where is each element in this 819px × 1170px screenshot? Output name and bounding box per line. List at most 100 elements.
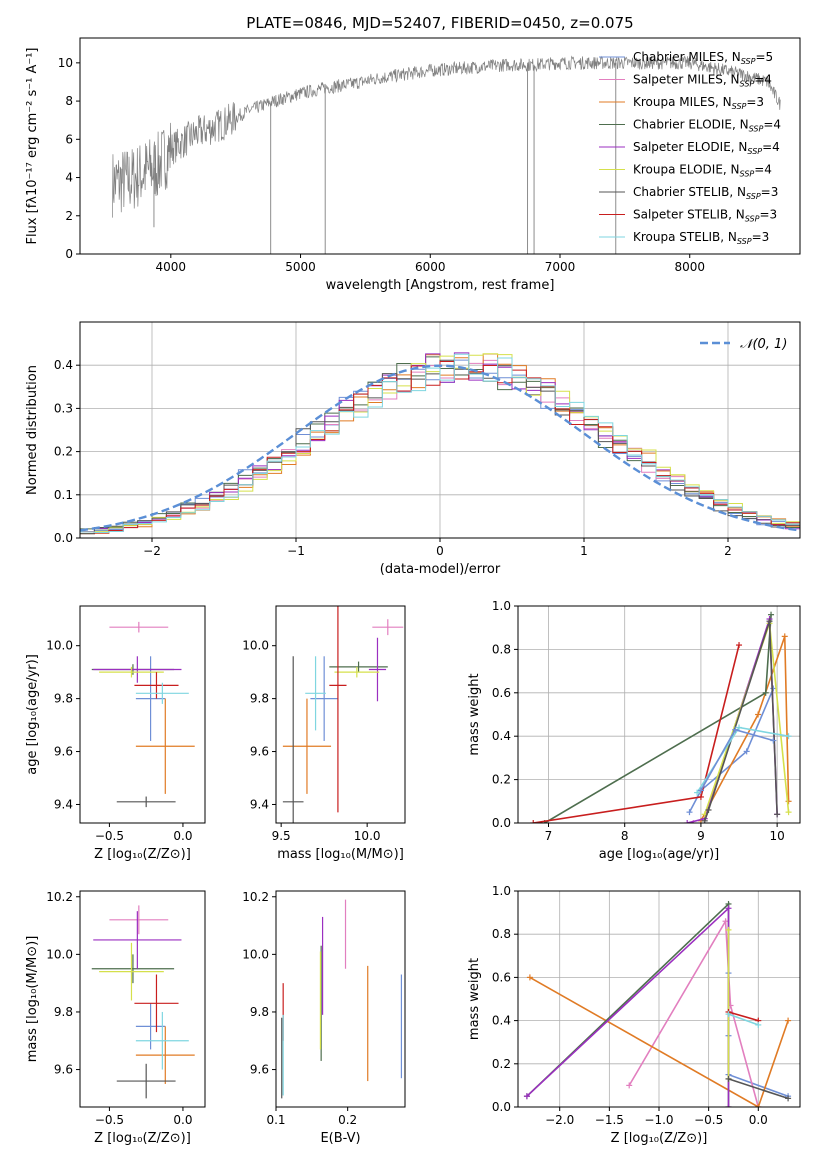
tick-label-x: −0.5 — [95, 829, 124, 843]
tick-label-x: −1 — [287, 544, 305, 558]
tick-label-x: 9 — [697, 829, 705, 843]
mass-weight-line — [728, 1013, 759, 1026]
tick-label-x: −2.0 — [545, 1113, 574, 1127]
axis-label-y: Normed distribution — [25, 365, 40, 495]
legend-subscript: SSP — [746, 192, 761, 201]
plot-area-spectrum — [112, 55, 781, 254]
tick-label-x: 10.0 — [354, 829, 381, 843]
legend-text: =4 — [762, 140, 780, 154]
tick-label-y: 9.8 — [250, 692, 269, 706]
panel-residuals: −2 −1 0 1 2 0.0 0.1 0.2 0.3 0.4 (data-model)/error… — [25, 321, 801, 577]
axis-label-x: wavelength [Angstrom, rest frame] — [326, 278, 555, 293]
axis-label-x: mass [log₁₀(M/M⊙)] — [277, 847, 404, 862]
tick-label-y: 0.2 — [492, 773, 511, 787]
legend-subscript: SSP — [745, 215, 760, 224]
axis-label-x: Z [log₁₀(Z/Z⊙)] — [94, 847, 191, 862]
tick-label-y: 0.4 — [492, 1014, 511, 1028]
axes-frame — [79, 321, 801, 539]
axes-frame — [275, 890, 406, 1108]
legend-text: =5 — [755, 50, 773, 64]
tick-label-y: 10.2 — [46, 890, 73, 904]
tick-label-x: 9.5 — [272, 829, 291, 843]
plot-area-mass_weight_vs_age — [530, 611, 792, 823]
tick-label-y: 0.4 — [492, 729, 511, 743]
panel-age_vs_Z: −0.5 0.0 9.4 9.6 9.8 10.0 Z [log₁₀(Z/Z⊙)] age [… — [25, 605, 206, 862]
tick-label-y: 0.1 — [54, 488, 73, 502]
tick-label-y: 0.0 — [54, 531, 73, 545]
tick-label-x: −2 — [143, 544, 161, 558]
axis-label-y: age [log₁₀(age/yr)] — [25, 654, 40, 775]
plot-area-residuals — [80, 352, 800, 535]
axis-label-x: (data-model)/error — [380, 562, 501, 577]
axes-frame — [79, 605, 206, 824]
tick-label-x: 0.0 — [173, 1113, 192, 1127]
legend-text: Kroupa MILES, N — [633, 95, 732, 109]
tick-label-x: 0.0 — [749, 1113, 768, 1127]
tick-label-x: 8000 — [674, 260, 705, 274]
tick-label-y: 10 — [58, 56, 73, 70]
axes-frame — [517, 605, 801, 824]
tick-label-y: 0.8 — [492, 927, 511, 941]
legend-entry: 𝒩(0, 1) — [740, 337, 787, 352]
legend-entry: Salpeter ELODIE, NSSP=4 — [633, 140, 780, 156]
tick-label-x: 8 — [621, 829, 629, 843]
tick-label-y: 9.8 — [54, 1005, 73, 1019]
legend-subscript: SSP — [747, 147, 762, 156]
plot-area-age_vs_Z — [91, 621, 195, 808]
tick-label-y: 10.0 — [242, 947, 269, 961]
tick-label-x: 0.1 — [266, 1113, 285, 1127]
legend-text: Chabrier STELIB, N — [633, 185, 746, 199]
plot-area-age_vs_mass — [282, 606, 404, 823]
tick-label-y: 0.0 — [492, 816, 511, 830]
tick-label-x: −0.5 — [95, 1113, 124, 1127]
legend-text: =3 — [759, 208, 777, 222]
tick-label-y: 0.0 — [492, 1100, 511, 1114]
axis-label-x: Z [log₁₀(Z/Z⊙)] — [611, 1131, 708, 1146]
tick-label-x: 1 — [580, 544, 588, 558]
tick-label-x: 0 — [436, 544, 444, 558]
axis-label-x: age [log₁₀(age/yr)] — [599, 847, 720, 862]
plot-area-mass_vs_EBV — [281, 899, 403, 1099]
tick-label-x: 7000 — [545, 260, 576, 274]
legend-text: =3 — [761, 185, 779, 199]
axis-label-y: mass weight — [467, 958, 482, 1040]
legend-entry: Chabrier STELIB, NSSP=3 — [633, 185, 778, 201]
tick-label-y: 9.6 — [54, 745, 73, 759]
tick-label-x: 5000 — [285, 260, 316, 274]
legend-entry: Chabrier ELODIE, NSSP=4 — [633, 118, 781, 134]
panel-mass_vs_EBV: 0.1 0.2 9.6 9.8 10.0 10.2 E(B-V) — [242, 890, 406, 1146]
legend-text: =4 — [754, 73, 772, 87]
tick-label-y: 0.2 — [492, 1057, 511, 1071]
legend-text: Salpeter MILES, N — [633, 73, 740, 87]
tick-label-y: 1.0 — [492, 599, 511, 613]
tick-label-y: 9.4 — [54, 797, 73, 811]
legend-entry: Kroupa MILES, NSSP=3 — [633, 95, 764, 111]
panel-mass_weight_vs_age: 7 8 9 10 0.0 0.2 0.4 0.6 0.8 1.0 age [log₁₀(age/yr… — [467, 599, 801, 862]
mass-weight-line — [728, 1011, 759, 1022]
axis-label-y: mass [log₁₀(M/M⊙)] — [25, 936, 40, 1063]
tick-label-y: 9.6 — [250, 1063, 269, 1077]
mass-weight-line — [688, 688, 775, 813]
tick-label-x: 10 — [769, 829, 784, 843]
tick-label-y: 2 — [65, 209, 73, 223]
tick-label-y: 10.0 — [46, 639, 73, 653]
tick-label-y: 4 — [65, 171, 73, 185]
tick-label-y: 9.8 — [54, 692, 73, 706]
panel-mass_vs_Z: −0.5 0.0 9.6 9.8 10.0 10.2 Z [log₁₀(Z/Z⊙)] mass… — [25, 890, 206, 1146]
legend-subscript: SSP — [740, 80, 755, 89]
tick-label-x: 4000 — [156, 260, 187, 274]
mass-weight-line — [703, 620, 778, 822]
tick-label-y: 9.4 — [250, 797, 269, 811]
axes-frame — [517, 890, 801, 1108]
tick-label-y: 0.3 — [54, 401, 73, 415]
tick-label-y: 0.2 — [54, 445, 73, 459]
legend-entry: Salpeter MILES, NSSP=4 — [633, 73, 772, 89]
plot-area-mass_vs_Z — [91, 905, 195, 1099]
panel-mass_weight_vs_Z: −2.0 −1.5 −1.0 −0.5 0.0 0.0 0.2 0.4 0.6 0.8 1.0 Z [… — [467, 884, 801, 1146]
legend-entry: Chabrier MILES, NSSP=5 — [633, 50, 773, 66]
tick-label-y: 0.6 — [492, 686, 511, 700]
tick-label-x: 7 — [545, 829, 553, 843]
legend-text: Salpeter ELODIE, N — [633, 140, 747, 154]
